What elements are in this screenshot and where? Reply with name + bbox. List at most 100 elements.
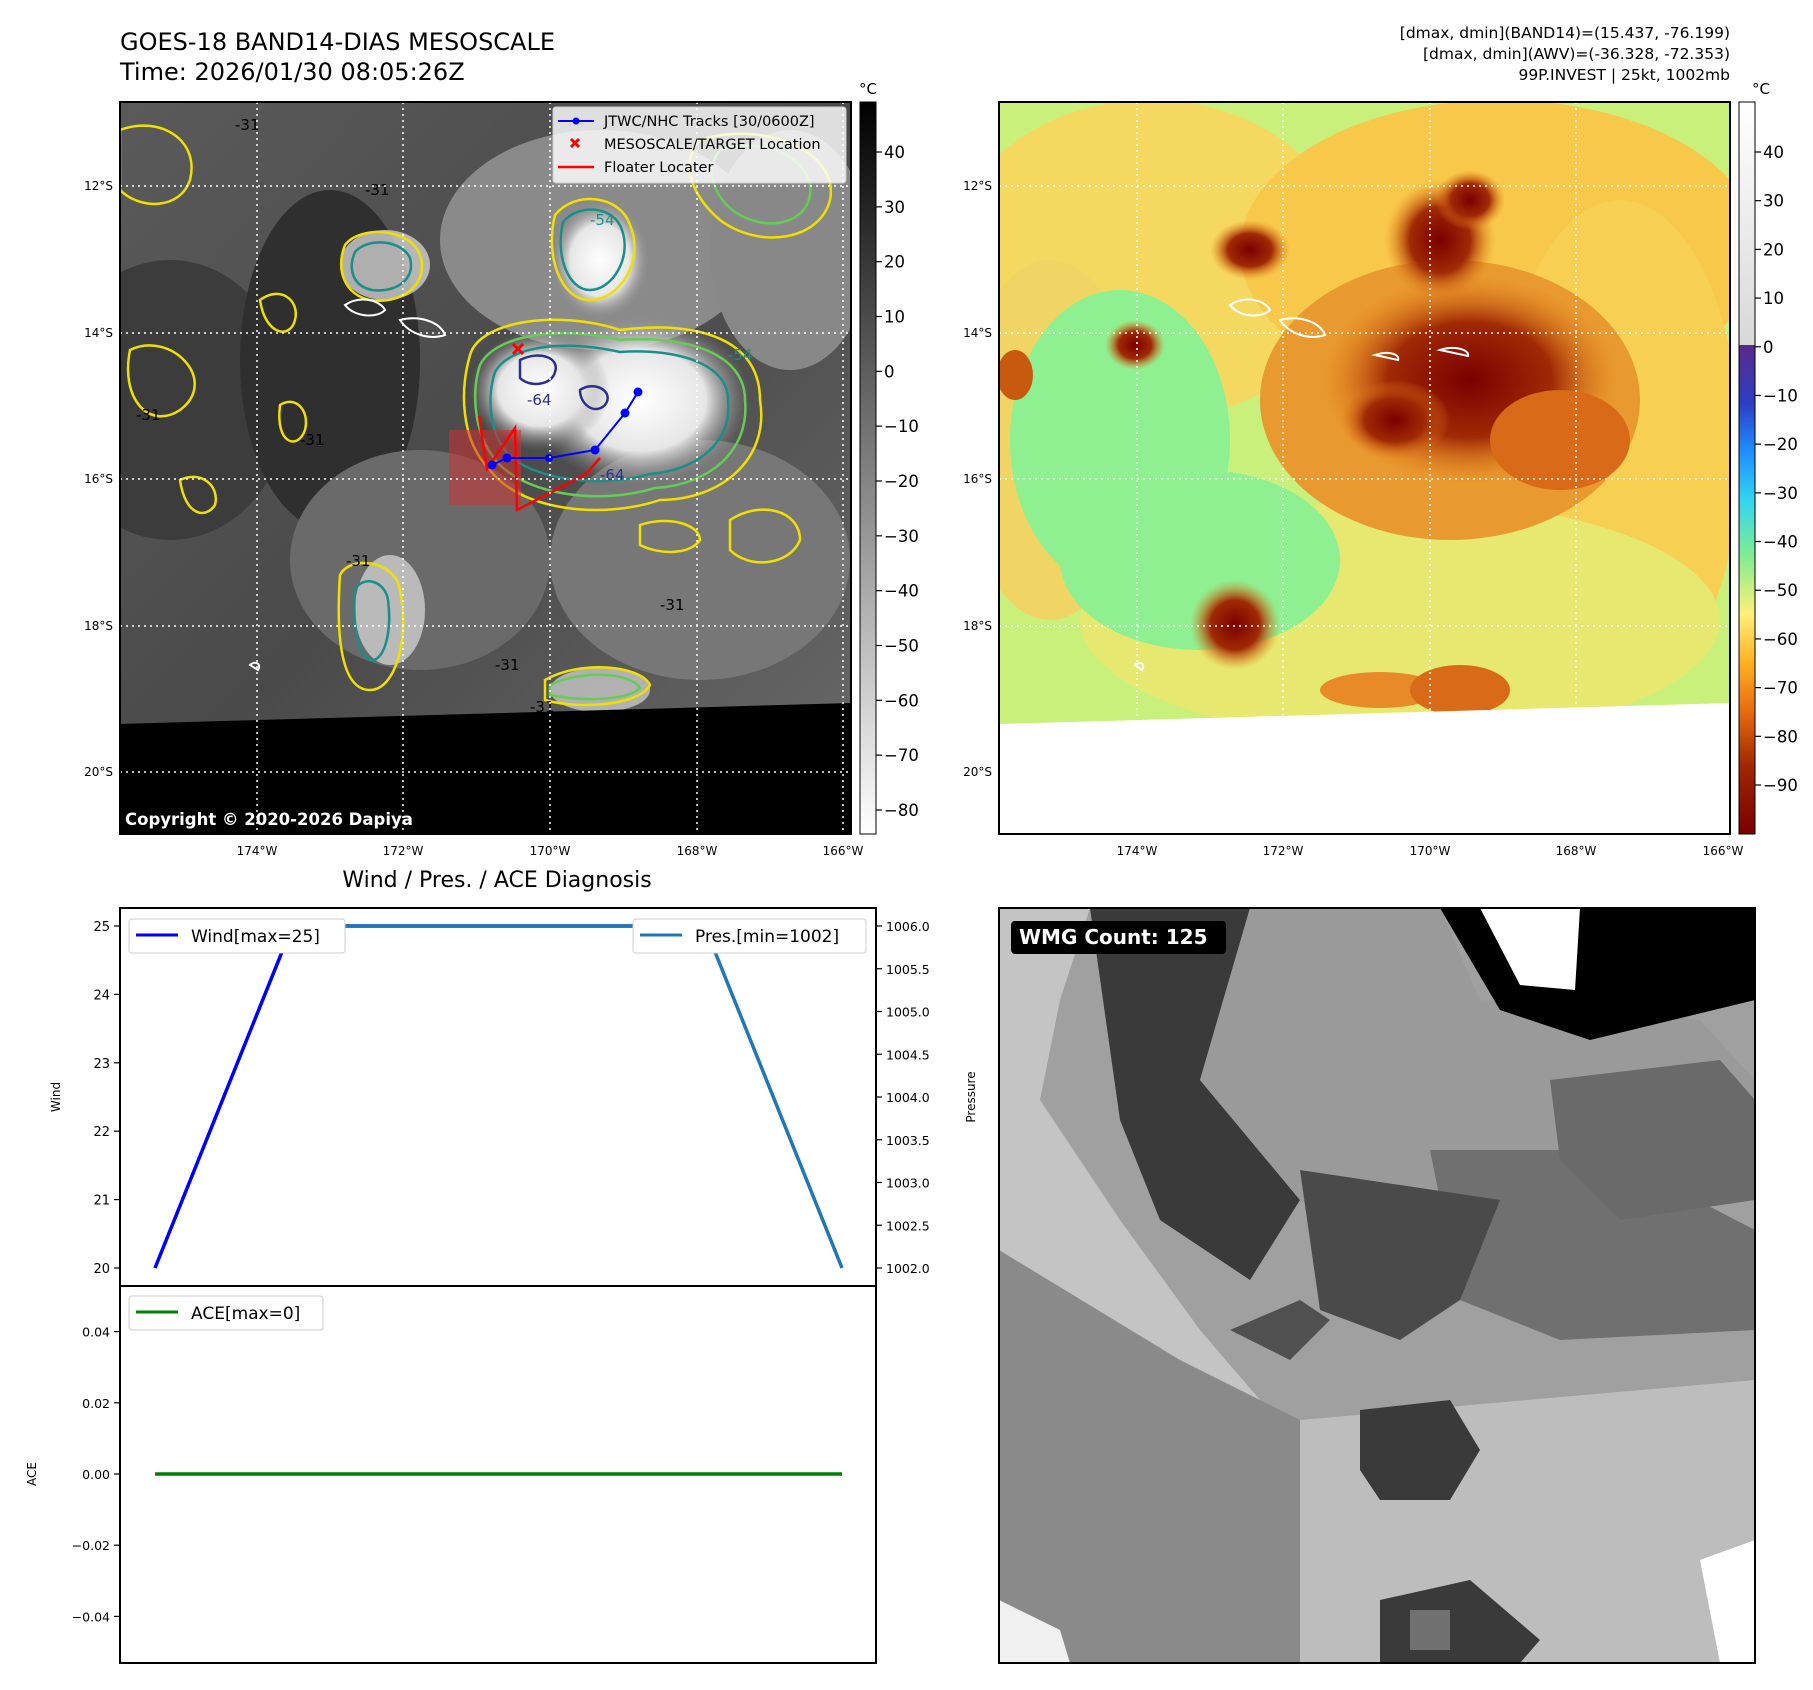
gray-colorbar-tick-label: −10 xyxy=(884,417,919,436)
contour-label: -31 xyxy=(235,116,260,134)
legend-tracks-label: JTWC/NHC Tracks [30/0600Z] xyxy=(603,114,815,130)
awv-map-panel: 12°S 14°S 16°S 18°S 20°S 174°W 172°W 170… xyxy=(963,101,1744,858)
pressure-tick-label: 1003.0 xyxy=(886,1176,930,1191)
ir-lat-label: 20°S xyxy=(84,765,113,779)
wind-tick-label: 21 xyxy=(93,1194,110,1209)
pressure-tick-label: 1002.0 xyxy=(886,1261,930,1276)
color-colorbar: °C 40 30 20 10 0 −10 −20 −30 −40 −50 −60 −70 −80 −90 xyxy=(1738,80,1798,835)
ace-tick-label: −0.04 xyxy=(72,1609,110,1624)
diagnosis-title: Wind / Pres. / ACE Diagnosis xyxy=(342,868,651,893)
stats-storm: 99P.INVEST | 25kt, 1002mb xyxy=(1518,66,1730,84)
copyright: Copyright © 2020-2026 Dapiya xyxy=(125,810,413,829)
pressure-tick-label: 1005.5 xyxy=(886,962,930,977)
gray-colorbar-tick-label: 0 xyxy=(884,362,895,381)
awv-lon-label: 168°W xyxy=(1556,844,1597,858)
ir-lat-label: 18°S xyxy=(84,619,113,633)
wind-legend-label: Wind[max=25] xyxy=(191,927,320,947)
contour-label: -54 xyxy=(728,346,753,364)
color-colorbar-unit: °C xyxy=(1752,80,1770,98)
color-colorbar-tick-label: 10 xyxy=(1763,289,1784,308)
gray-colorbar-tick-label: 10 xyxy=(884,308,905,327)
ace-legend-label: ACE[max=0] xyxy=(191,1304,300,1324)
gray-colorbar-tick-label: −50 xyxy=(884,637,919,656)
ace-legend: ACE[max=0] xyxy=(128,1295,324,1331)
ace-tick-label: −0.02 xyxy=(72,1538,110,1553)
color-colorbar-tick-label: −50 xyxy=(1763,581,1798,600)
pressure-tick-label: 1003.5 xyxy=(886,1133,930,1148)
gray-colorbar-unit: °C xyxy=(859,80,877,98)
stats-awv: [dmax, dmin](AWV)=(-36.328, -72.353) xyxy=(1423,45,1730,63)
wind-tick-label: 20 xyxy=(93,1262,110,1277)
contour-label: -31 xyxy=(495,656,520,674)
ace-tick-label: 0.02 xyxy=(82,1396,110,1411)
pressure-tick-label: 1006.0 xyxy=(886,919,930,934)
wind-tick-label: 24 xyxy=(93,988,110,1003)
wind-tick-label: 23 xyxy=(93,1057,110,1072)
color-colorbar-tick-label: 20 xyxy=(1763,240,1784,259)
wind-tick-label: 22 xyxy=(93,1125,110,1140)
ir-lat-label: 16°S xyxy=(84,472,113,486)
awv-lat-label: 20°S xyxy=(963,765,992,779)
ir-lon-label: 174°W xyxy=(237,844,278,858)
contour-label: -31 xyxy=(346,552,371,570)
stats-band14: [dmax, dmin](BAND14)=(15.437, -76.199) xyxy=(1400,24,1730,42)
contour-label: -31 xyxy=(530,698,555,716)
gray-colorbar-tick-label: −80 xyxy=(884,801,919,820)
gray-colorbar-tick-label: −40 xyxy=(884,582,919,601)
pressure-axis-label: Pressure xyxy=(964,1071,978,1122)
ir-lon-label: 172°W xyxy=(383,844,424,858)
gray-colorbar-tick-label: −30 xyxy=(884,527,919,546)
color-colorbar-tick-label: 40 xyxy=(1763,143,1784,162)
ace-tick-label: 0.04 xyxy=(82,1325,110,1340)
gray-colorbar-tick-label: −70 xyxy=(884,746,919,765)
contour-label: -64 xyxy=(600,466,625,484)
ir-lat-label: 14°S xyxy=(84,326,113,340)
ir-lon-label: 168°W xyxy=(677,844,718,858)
ir-lon-label: 170°W xyxy=(530,844,571,858)
wind-legend: Wind[max=25] xyxy=(128,918,346,954)
contour-label: -54 xyxy=(590,211,615,229)
figure-time: Time: 2026/01/30 08:05:26Z xyxy=(119,58,465,86)
figure-title: GOES-18 BAND14-DIAS MESOSCALE xyxy=(120,28,555,56)
gray-colorbar-tick-label: −20 xyxy=(884,472,919,491)
color-colorbar-tick-label: −20 xyxy=(1763,435,1798,454)
awv-lat-label: 16°S xyxy=(963,472,992,486)
wind-pres-chart: Wind Pressure 25 24 23 22 21 20 1006.0 1005.5 1… xyxy=(49,907,978,1287)
gray-colorbar: °C 40 30 20 10 0 −10 −20 −30 −40 −50 −60 −70 −80 xyxy=(859,80,919,835)
wind-tick-label: 25 xyxy=(93,920,110,935)
awv-lon-label: 170°W xyxy=(1410,844,1451,858)
ace-axis-label: ACE xyxy=(25,1462,39,1486)
pressure-tick-label: 1004.5 xyxy=(886,1047,930,1062)
gray-colorbar-tick-label: 30 xyxy=(884,198,905,217)
contour-label: -64 xyxy=(527,391,552,409)
awv-lon-label: 174°W xyxy=(1117,844,1158,858)
map-legend: JTWC/NHC Tracks [30/0600Z] MESOSCALE/TAR… xyxy=(552,106,847,184)
legend-target-label: MESOSCALE/TARGET Location xyxy=(604,137,821,153)
wmg-panel: WMG Count: 125 xyxy=(998,907,1756,1664)
pres-legend: Pres.[min=1002] xyxy=(632,918,867,954)
wmg-count-label: WMG Count: 125 xyxy=(1019,925,1208,949)
ace-tick-label: 0.00 xyxy=(82,1467,110,1482)
color-colorbar-tick-label: 30 xyxy=(1763,192,1784,211)
ace-chart: ACE 0.04 0.02 0.00 −0.02 −0.04 ACE[max=0] xyxy=(25,1285,877,1664)
color-colorbar-tick-label: −30 xyxy=(1763,484,1798,503)
awv-lat-label: 12°S xyxy=(963,179,992,193)
contour-label: -31 xyxy=(300,431,325,449)
color-colorbar-tick-label: −40 xyxy=(1763,533,1798,552)
ir-lat-label: 12°S xyxy=(84,179,113,193)
awv-lon-label: 172°W xyxy=(1263,844,1304,858)
pressure-tick-label: 1002.5 xyxy=(886,1218,930,1233)
color-colorbar-tick-label: −60 xyxy=(1763,630,1798,649)
color-colorbar-tick-label: −70 xyxy=(1763,679,1798,698)
ir-map-panel: -31 -31 -31 -31 -31 -54 -54 -64 -64 -31 … xyxy=(84,101,864,858)
pres-legend-label: Pres.[min=1002] xyxy=(695,927,839,947)
contour-label: -31 xyxy=(365,181,390,199)
ir-lon-label: 166°W xyxy=(823,844,864,858)
awv-lat-label: 14°S xyxy=(963,326,992,340)
color-colorbar-tick-label: −80 xyxy=(1763,727,1798,746)
pressure-tick-label: 1005.0 xyxy=(886,1005,930,1020)
color-colorbar-tick-label: −10 xyxy=(1763,386,1798,405)
gray-colorbar-tick-label: 20 xyxy=(884,253,905,272)
contour-label: -31 xyxy=(660,596,685,614)
